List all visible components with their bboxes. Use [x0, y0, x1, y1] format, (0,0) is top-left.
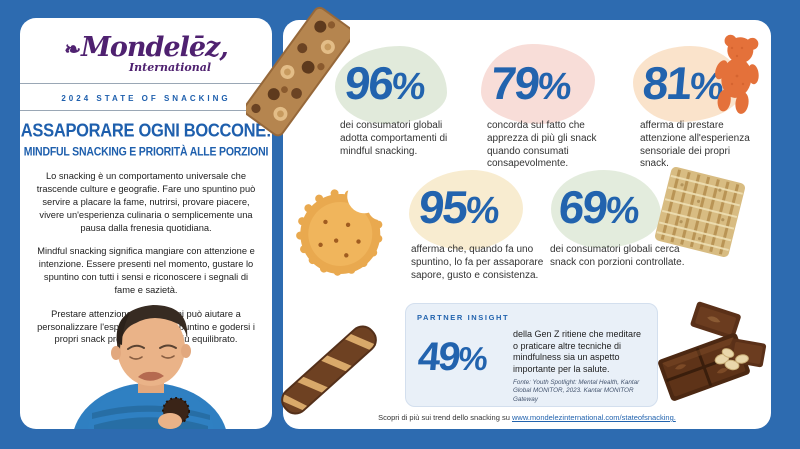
wafer-roll-image [281, 325, 377, 415]
report-banner: 2024 STATE OF SNACKING [20, 83, 272, 111]
report-banner-label: 2024 STATE OF SNACKING [61, 94, 231, 103]
granola-bar-image [246, 6, 350, 137]
mondelez-logo: ❧Mondelēz, International [20, 34, 272, 73]
stat-text-69: dei consumatori globali cerca snack con … [550, 244, 685, 268]
stat-blob-95 [409, 170, 523, 250]
intro-panel: ❧Mondelēz, International 2024 STATE OF S… [20, 18, 272, 429]
footer-link[interactable]: www.mondelezinternational.com/stateofsna… [511, 413, 676, 422]
intro-paragraph-2: Mindful snacking significa mangiare con … [37, 246, 255, 295]
partner-insight-box: PARTNER INSIGHT 49% della Gen Z ritiene … [405, 303, 658, 407]
boy-savoring-cookie-photo [74, 305, 226, 429]
stat-blob-79 [481, 44, 595, 124]
page-subtitle: MINDFUL SNACKING E PRIORITÀ ALLE PORZION… [23, 145, 269, 159]
partner-insight-label: PARTNER INSIGHT [417, 313, 510, 322]
footer-text: Scopri di più sui trend dello snacking s… [378, 413, 512, 422]
gummy-bear-image [715, 34, 759, 114]
chocolate-bar-image [658, 301, 767, 401]
stat-value-95: 95% [416, 181, 502, 233]
stat-value-69: 69% [556, 181, 642, 233]
footer-note: Scopri di più sui trend dello snacking s… [283, 413, 771, 422]
stat-blob-69 [551, 170, 661, 248]
stat-text-79: concorda sul fatto che apprezza di più g… [487, 120, 597, 170]
stat-value-79: 79% [488, 57, 574, 109]
stat-blob-96 [335, 46, 447, 124]
stat-value-49: 49% [416, 335, 490, 379]
stat-value-96: 96% [342, 57, 428, 109]
logo-brand-text: Mondelēz, [81, 32, 229, 63]
logo-subtext: International [128, 61, 212, 74]
logo-swash-left: ❧ [64, 37, 81, 61]
stat-text-49: della Gen Z ritiene che meditare o prati… [513, 329, 642, 375]
stat-text-95: afferma che, quando fa uno spuntino, lo … [411, 244, 544, 281]
stat-text-96: dei consumatori globali adotta comportam… [340, 120, 448, 157]
insight-source: Fonte: Youth Spotlight: Mental Health, K… [513, 378, 640, 403]
woven-cracker-image [654, 166, 746, 258]
page-title: ASSAPORARE OGNI BOCCONE: [20, 121, 272, 141]
stat-text-81: afferma di prestare attenzione all'esper… [640, 120, 750, 170]
round-cracker-image [296, 179, 389, 276]
intro-paragraph-1: Lo snacking è un comportamento universal… [36, 171, 256, 233]
